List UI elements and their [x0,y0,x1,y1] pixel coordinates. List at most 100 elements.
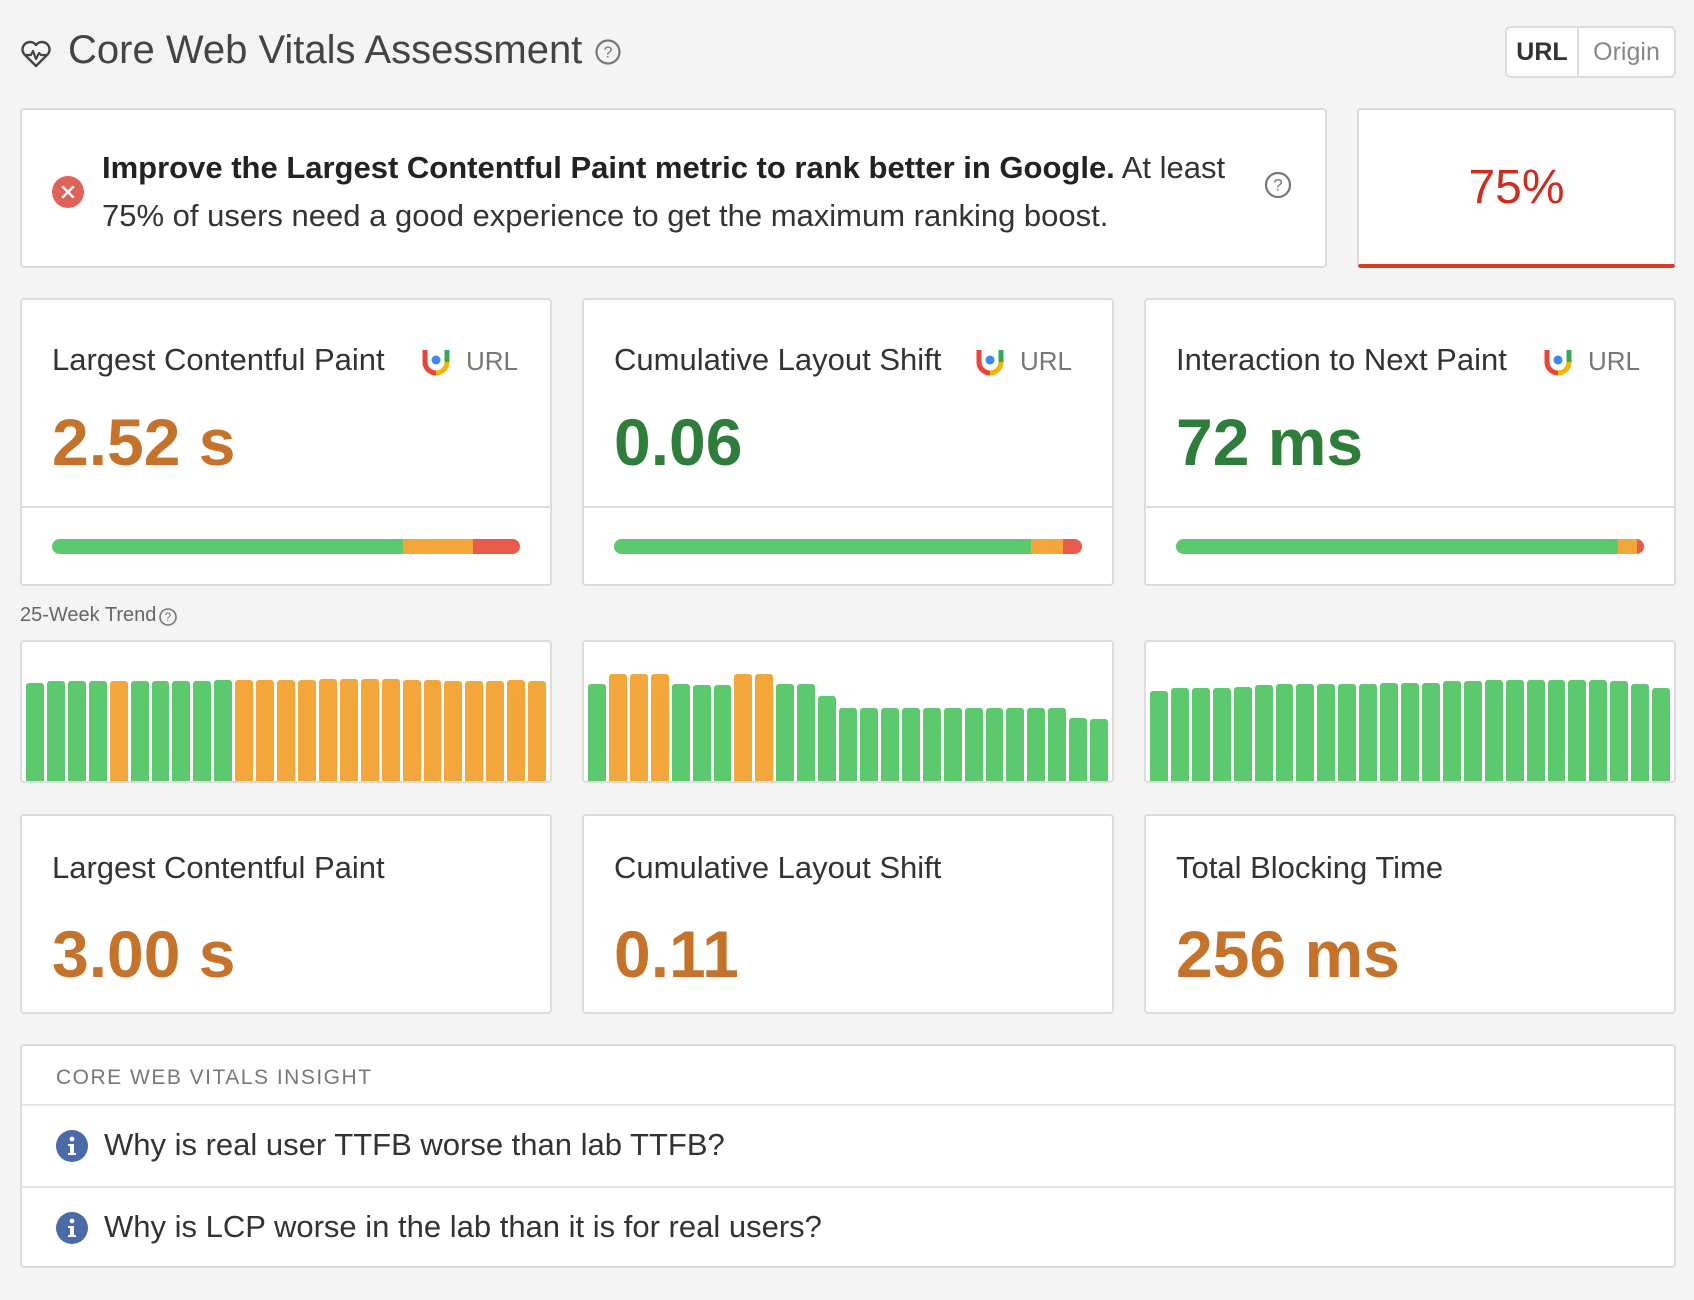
trend-bar [444,681,463,781]
trend-bar [214,680,233,781]
insight-heading: CORE WEB VITALS INSIGHT [56,1066,373,1089]
trend-bar [713,685,732,781]
trend-bar [1526,680,1545,781]
trend-bar [1652,688,1671,781]
trend-bar [1275,684,1294,781]
trend-bar [1380,682,1399,781]
metric-title: Largest Contentful Paint [52,342,385,377]
trend-bar [880,707,899,781]
trend-bar [46,681,65,781]
distribution-poor [473,539,520,554]
trend-bar [1090,719,1109,781]
trend-bar [818,695,837,781]
trend-bar [922,707,941,781]
metric-value: 256 ms [1176,917,1400,991]
field-metric-cls[interactable]: Cumulative Layout Shift URL 0.06 [582,298,1114,586]
lab-metric-tbt[interactable]: Total Blocking Time 256 ms [1144,814,1676,1014]
trend-bar [318,678,337,781]
trend-bar [1589,680,1608,781]
lab-metric-cls[interactable]: Cumulative Layout Shift 0.11 [582,814,1114,1014]
insight-link[interactable]: Why is LCP worse in the lab than it is f… [104,1209,822,1244]
trend-bar [1359,684,1378,781]
metric-header: Cumulative Layout Shift URL 0.06 [584,300,1112,508]
assessment-message: Improve the Largest Contentful Paint met… [102,144,1292,240]
metric-title: Interaction to Next Paint [1176,342,1507,377]
metric-title: Largest Contentful Paint [52,850,385,885]
trend-bar [465,681,484,781]
trend-bar [1338,684,1357,781]
trend-bar [671,684,690,781]
distribution-good [614,539,1031,554]
origin-toggle-button[interactable]: Origin [1593,37,1660,66]
insight-header: CORE WEB VITALS INSIGHT [22,1046,1674,1106]
help-icon[interactable]: ? [158,607,178,627]
trend-bar [859,707,878,781]
heart-pulse-icon [21,40,51,68]
trend-bar [734,673,753,781]
trend-bar [1317,684,1336,781]
trend-chart-inp[interactable] [1144,640,1676,783]
trend-bar [256,680,275,781]
metric-header: Largest Contentful Paint URL 2.52 s [22,300,550,508]
trend-chart-lcp[interactable] [20,640,552,783]
trend-bar [109,681,128,781]
distribution-needs-improvement [1030,539,1064,554]
trend-label: 25-Week Trend [20,604,157,626]
trend-bar [1401,682,1419,781]
trend-bar [755,673,774,781]
trend-bar [1421,682,1440,781]
trend-bar [130,681,149,781]
metric-scope: URL [1588,346,1641,376]
trend-bar [1006,707,1025,781]
distribution-needs-improvement [403,539,474,554]
insight-link[interactable]: Why is real user TTFB worse than lab TTF… [104,1127,725,1162]
assessment-message-rest: At least 75% of users need a good experi… [102,150,1226,233]
trend-bar [1191,688,1210,781]
trend-bar [943,707,962,781]
trend-bar [67,681,86,781]
distribution-bar [1176,539,1644,554]
trend-bar [235,680,254,781]
trend-bar [360,678,379,781]
trend-bar [629,673,648,781]
field-metric-lcp[interactable]: Largest Contentful Paint URL 2.52 s [20,298,552,586]
metric-title: Cumulative Layout Shift [614,850,942,885]
trend-bar [1296,684,1315,781]
trend-bar [339,678,358,781]
trend-bar [277,680,295,781]
help-icon[interactable]: ? [1263,170,1293,200]
assessment-message-card: Improve the Largest Contentful Paint met… [20,108,1327,268]
distribution-bar [52,539,520,554]
metric-value: 2.52 s [52,405,236,479]
trend-bar [1069,718,1088,781]
field-metric-inp[interactable]: Interaction to Next Paint URL 72 ms [1144,298,1676,586]
trend-bar [88,681,107,781]
trend-bar [1027,707,1046,781]
trend-chart-cls[interactable] [582,640,1114,783]
trend-bar [1212,688,1231,781]
help-icon[interactable]: ? [594,38,622,66]
trend-bar [1484,680,1503,781]
trend-bar [1233,686,1252,781]
trend-bar [650,673,669,781]
metric-value: 3.00 s [52,917,236,991]
svg-text:?: ? [1273,176,1282,195]
crux-icon [1544,350,1572,376]
insight-item[interactable]: Why is real user TTFB worse than lab TTF… [22,1106,1674,1188]
metric-title: Cumulative Layout Shift [614,342,942,377]
svg-text:?: ? [165,610,172,624]
page-title: Core Web Vitals Assessment [68,28,583,72]
url-toggle-button[interactable]: URL [1507,28,1579,76]
trend-bar [381,678,400,781]
info-icon [56,1130,88,1162]
assessment-score: 75% [1468,161,1565,214]
trend-bar [692,685,711,781]
trend-bar [507,680,526,781]
metric-scope: URL [1020,346,1073,376]
trend-bar [1048,707,1067,781]
lab-metric-lcp[interactable]: Largest Contentful Paint 3.00 s [20,814,552,1014]
trend-bar [1610,681,1629,781]
insight-item[interactable]: Why is LCP worse in the lab than it is f… [22,1188,1674,1270]
info-icon [56,1212,88,1244]
trend-bar [486,681,505,781]
